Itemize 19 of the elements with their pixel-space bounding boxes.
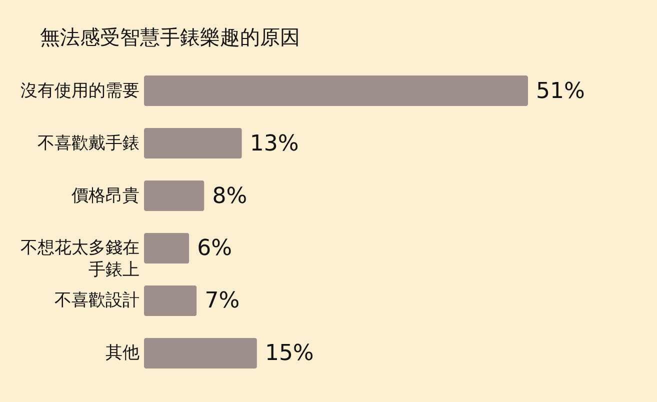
bar <box>144 180 204 211</box>
y-tick-label: 沒有使用的需要 <box>20 80 140 101</box>
y-tick-label: 價格昂貴 <box>72 186 140 206</box>
bar <box>144 76 528 106</box>
y-tick-label: 不喜歡戴手錶 <box>38 133 140 154</box>
data-label: 13% <box>250 131 299 156</box>
data-label: 51% <box>536 78 585 104</box>
y-tick-label: 其他 <box>106 343 140 364</box>
bar <box>144 286 197 316</box>
data-label: 6% <box>197 236 232 262</box>
bar <box>144 233 190 264</box>
data-label: 7% <box>204 288 240 314</box>
bar <box>144 338 257 368</box>
bar <box>144 128 242 158</box>
data-label: 15% <box>264 341 314 366</box>
data-label: 8% <box>212 184 248 209</box>
y-tick-label: 不喜歡設計 <box>54 290 140 311</box>
chart-title: 無法感受智慧手錶樂趣的原因 <box>40 25 300 49</box>
y-tick-label: 不想花太多錢在手錶上 <box>20 238 140 280</box>
